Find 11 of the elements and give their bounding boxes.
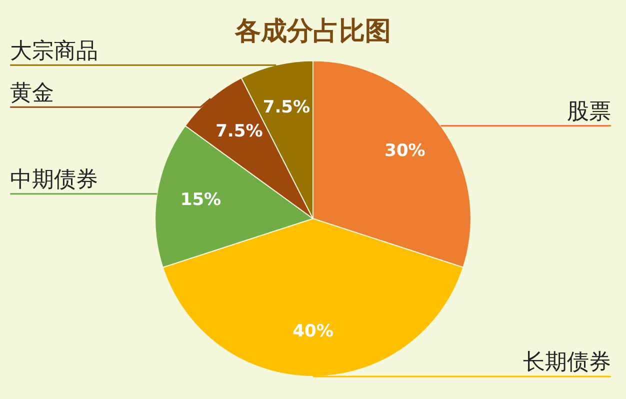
data-label: 30%	[384, 141, 426, 162]
slice-label: 长期债券	[522, 350, 611, 376]
slice-label: 黄金	[10, 80, 54, 106]
data-label: 15%	[180, 190, 222, 210]
slice-label: 中期债券	[10, 168, 98, 193]
slice-label: 大宗商品	[10, 38, 98, 64]
chart-title: 各成分占比图	[234, 16, 391, 46]
data-label: 7.5%	[216, 122, 263, 142]
data-label: 40%	[292, 322, 334, 342]
slice-label: 股票	[566, 100, 611, 125]
data-label: 7.5%	[262, 97, 310, 118]
